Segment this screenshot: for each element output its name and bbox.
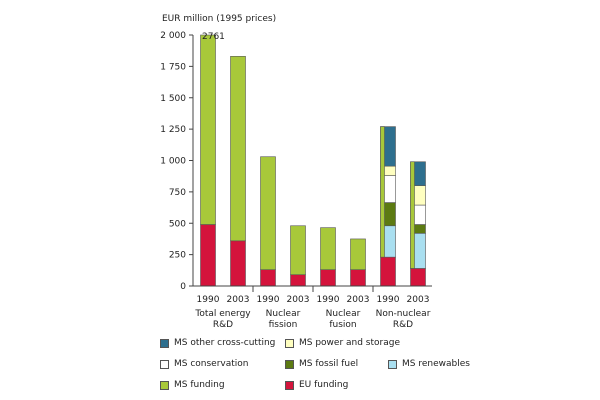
x-axis: 1990 2003 1990 2003 1990 2003 1990 2003 Total en… <box>193 285 432 330</box>
bar-segment <box>230 56 246 242</box>
truncated-value-label: 2761 <box>202 32 225 42</box>
bar-segment <box>290 274 306 287</box>
legend-label: MS other cross-cutting <box>174 338 276 348</box>
legend-swatch <box>285 359 294 369</box>
legend-item: MS conservation <box>160 359 249 369</box>
bar <box>320 227 336 287</box>
legend-swatch <box>160 338 169 348</box>
legend-swatch <box>285 338 294 348</box>
legend-item: MS fossil fuel <box>285 359 358 369</box>
bar-segment <box>320 227 336 270</box>
y-tick-label: 2 000 <box>160 31 186 41</box>
bar-segment <box>350 269 366 287</box>
bar-segment <box>350 238 366 270</box>
bar-segment <box>230 240 246 287</box>
legend-label: MS renewables <box>402 359 470 369</box>
bar-segment <box>320 269 336 287</box>
y-tick-label: 0 <box>180 282 186 292</box>
bar <box>230 56 246 287</box>
y-tick-label: 500 <box>169 219 186 229</box>
y-tick-label: 1 750 <box>160 62 186 72</box>
bar <box>380 126 396 287</box>
group-label: Non-nuclear R&D <box>376 309 431 330</box>
bar <box>200 34 216 287</box>
legend-item: EU funding <box>285 380 348 390</box>
x-tick-label: 2003 <box>287 295 310 305</box>
y-tick-label: 250 <box>169 251 186 261</box>
group-label: Total energy R&D <box>194 309 251 330</box>
bar-segment <box>200 224 216 287</box>
x-tick-label: 2003 <box>227 295 250 305</box>
bar <box>410 161 426 287</box>
legend-label: MS conservation <box>174 359 249 369</box>
legend-label: EU funding <box>299 380 349 390</box>
bar <box>290 225 306 287</box>
group-label: Nuclear fusion <box>326 309 361 330</box>
ms-funding-strip <box>410 161 415 269</box>
bar-segment <box>290 225 306 276</box>
bars: 2761 <box>200 32 426 287</box>
bar-segment <box>200 34 216 225</box>
legend-label: MS funding <box>174 380 225 390</box>
legend-item: MS other cross-cutting <box>160 338 275 348</box>
legend-label: MS fossil fuel <box>299 359 359 369</box>
y-tick-label: 1 000 <box>160 157 186 167</box>
y-tick-label: 1 250 <box>160 125 186 135</box>
x-tick-label: 2003 <box>407 295 430 305</box>
bar <box>350 238 366 287</box>
legend-swatch <box>160 380 169 390</box>
bar-segment <box>380 256 396 287</box>
legend-item: MS renewables <box>388 359 470 369</box>
legend-swatch <box>285 380 294 390</box>
x-tick-label: 1990 <box>317 295 340 305</box>
legend-swatch <box>160 359 169 369</box>
bar-segment <box>410 268 426 287</box>
bar <box>260 156 276 287</box>
ms-funding-strip <box>380 126 385 258</box>
legend-label: MS power and storage <box>299 338 400 348</box>
x-tick-label: 2003 <box>347 295 370 305</box>
y-tick-label: 750 <box>169 188 186 198</box>
x-tick-label: 1990 <box>257 295 280 305</box>
y-tick-label: 1 500 <box>160 94 186 104</box>
legend-item: MS funding <box>160 380 225 390</box>
legend-swatch <box>388 359 397 369</box>
y-axis: 0 250 500 750 1 000 1 250 1 500 1 750 2 000 <box>160 31 194 292</box>
bar-segment <box>260 269 276 287</box>
group-label: Nuclear fission <box>266 309 301 330</box>
y-axis-label: EUR million (1995 prices) <box>162 14 276 24</box>
x-tick-label: 1990 <box>197 295 220 305</box>
x-tick-label: 1990 <box>377 295 400 305</box>
legend-item: MS power and storage <box>285 338 400 348</box>
bar-segment <box>260 156 276 270</box>
